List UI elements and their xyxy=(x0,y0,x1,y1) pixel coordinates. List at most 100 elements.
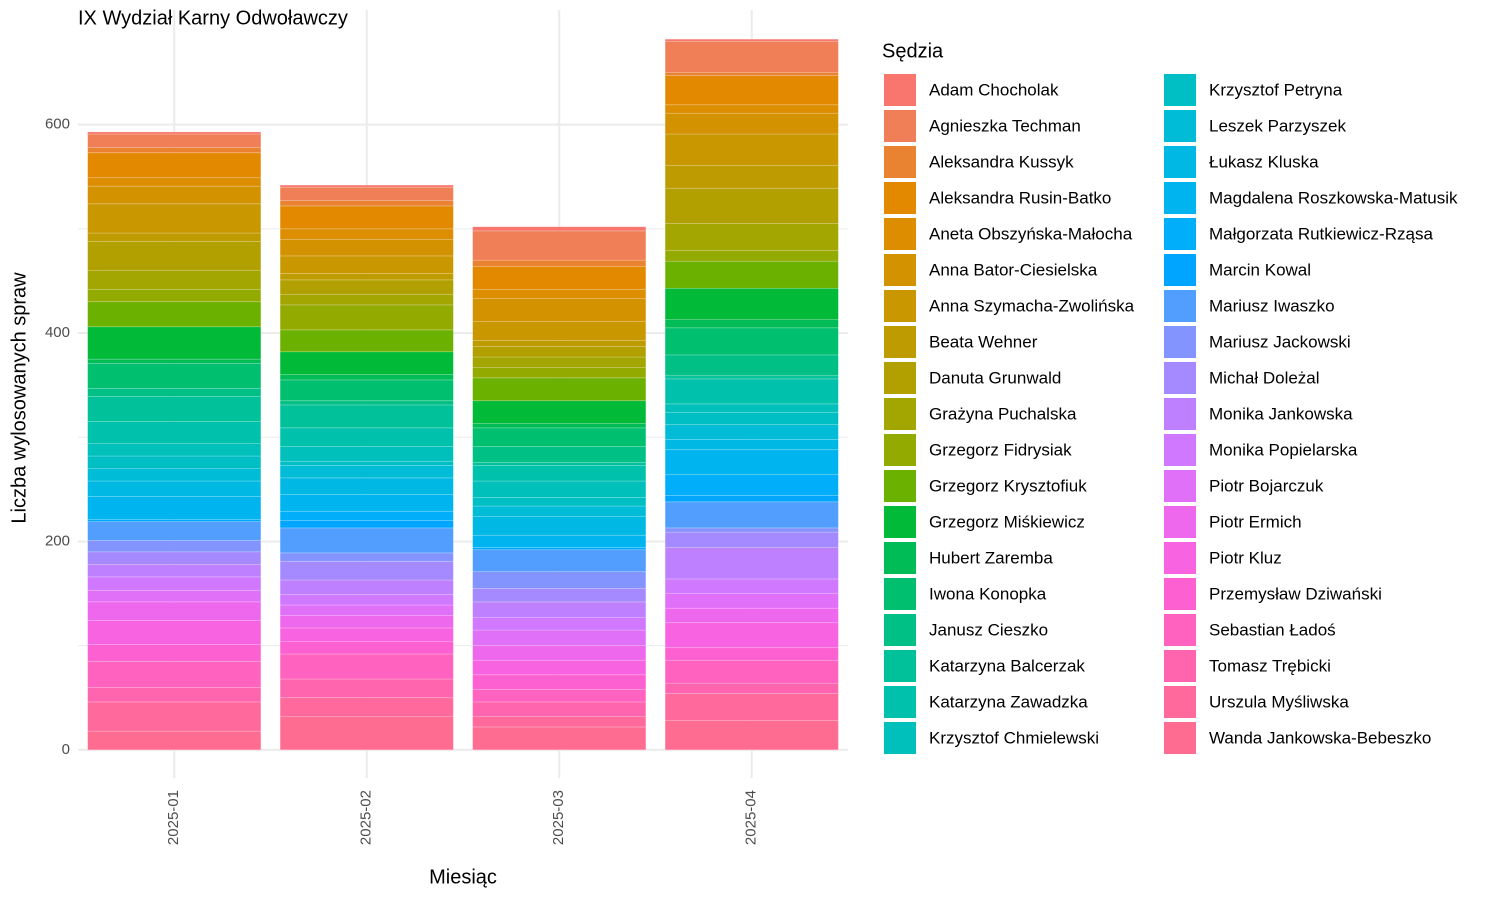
legend-label: Magdalena Roszkowska-Matusik xyxy=(1209,188,1458,207)
bar-segment xyxy=(472,427,647,447)
axes: 0 200 400 600 2025-01 2025-02 2025-03 2025-04 xyxy=(45,116,760,845)
bar-segment xyxy=(87,730,262,751)
bar-segment xyxy=(472,461,647,466)
bar-segment xyxy=(472,588,647,603)
bar-segment xyxy=(664,287,839,320)
legend-label: Grzegorz Fidrysiak xyxy=(929,440,1072,459)
legend-label: Urszula Myśliwska xyxy=(1209,692,1349,711)
legend-label: Mariusz Iwaszko xyxy=(1209,296,1335,315)
bar-segment xyxy=(279,374,454,381)
legend-label: Krzysztof Chmielewski xyxy=(929,728,1099,747)
bar-segment xyxy=(279,228,454,240)
bar-segment xyxy=(87,687,262,703)
legend-label: Aneta Obszyńska-Małocha xyxy=(929,224,1133,243)
bar-segment xyxy=(279,379,454,402)
bar-segment xyxy=(87,601,262,621)
bar-segment xyxy=(87,521,262,541)
legend-key xyxy=(884,650,916,682)
bar-segment xyxy=(87,133,262,148)
bar-segment xyxy=(472,367,647,379)
legend-key xyxy=(884,182,916,214)
legend-key xyxy=(1164,542,1196,574)
bar-segment xyxy=(279,465,454,479)
bar-segment xyxy=(472,356,647,368)
bar-segment xyxy=(279,279,454,295)
legend-key xyxy=(1164,650,1196,682)
bar-segment xyxy=(279,186,454,201)
legend-key xyxy=(884,218,916,250)
bar-segment xyxy=(87,564,262,578)
legend-label: Danuta Grunwald xyxy=(929,368,1061,387)
bar-segment xyxy=(279,678,454,699)
bar-segment xyxy=(664,72,839,76)
bar-segment xyxy=(472,423,647,429)
bar-segment xyxy=(472,534,647,549)
legend-label: Marcin Kowal xyxy=(1209,260,1311,279)
legend-label: Grażyna Puchalska xyxy=(929,404,1077,423)
bar-segment xyxy=(472,346,647,358)
bar-segment xyxy=(472,645,647,661)
legend-label: Michał Doleżal xyxy=(1209,368,1320,387)
bar-segment xyxy=(279,653,454,680)
legend-label: Grzegorz Krysztofiuk xyxy=(929,476,1087,495)
bar-segment xyxy=(472,298,647,322)
bar-segment xyxy=(472,480,647,498)
bar-segment xyxy=(279,273,454,281)
bar-segment xyxy=(279,446,454,462)
legend-key xyxy=(1164,218,1196,250)
bar-segment xyxy=(87,362,262,389)
bar-segment xyxy=(664,38,839,42)
bar-segment xyxy=(87,147,262,154)
x-tick-label: 2025-02 xyxy=(358,790,375,845)
bar-segment xyxy=(87,660,262,688)
bar-segment xyxy=(664,354,839,377)
bar-segment xyxy=(279,579,454,595)
bar-segment xyxy=(664,693,839,721)
bar-segment xyxy=(279,427,454,447)
bar-segment xyxy=(279,477,454,495)
legend-key xyxy=(1164,722,1196,754)
bar-segment xyxy=(87,326,262,360)
bar-segment xyxy=(472,701,647,717)
legend-label: Beata Wehner xyxy=(929,332,1038,351)
legend-label: Anna Szymacha-Zwolińska xyxy=(929,296,1135,315)
bar-segment xyxy=(279,294,454,306)
bar-segment xyxy=(664,250,839,262)
legend-key xyxy=(1164,326,1196,358)
bar-segment xyxy=(472,230,647,261)
bar-segment xyxy=(472,400,647,424)
bar-segment xyxy=(87,468,262,482)
legend-label: Aleksandra Kussyk xyxy=(929,152,1074,171)
bar-segment xyxy=(472,377,647,402)
legend-key xyxy=(884,362,916,394)
legend-key xyxy=(1164,686,1196,718)
legend-label: Agnieszka Techman xyxy=(929,116,1081,135)
legend-key xyxy=(1164,146,1196,178)
bar-segment xyxy=(87,576,262,591)
bar-segment xyxy=(279,200,454,207)
bar-segment xyxy=(87,551,262,565)
legend-key xyxy=(1164,182,1196,214)
legend-key xyxy=(884,542,916,574)
legend-key xyxy=(884,614,916,646)
bar-segment xyxy=(664,223,839,252)
legend-label: Adam Chocholak xyxy=(929,80,1059,99)
bar-segment xyxy=(279,520,454,529)
bar-segment xyxy=(472,497,647,507)
bar-segment xyxy=(664,378,839,405)
legend: Adam Chocholak Agnieszka Techman Aleksandr… xyxy=(884,74,1458,754)
legend-key xyxy=(884,74,916,106)
bar-segment xyxy=(279,594,454,606)
y-tick-label: 600 xyxy=(45,116,70,133)
x-axis-title: Miesiąc xyxy=(429,866,497,888)
legend-label: Leszek Parzyszek xyxy=(1209,116,1346,135)
legend-key xyxy=(1164,74,1196,106)
x-tick-label: 2025-04 xyxy=(743,790,760,845)
bar-segment xyxy=(664,164,839,189)
bar-segment xyxy=(664,75,839,106)
bar-segment xyxy=(87,620,262,645)
bar-segment xyxy=(664,319,839,329)
bar-segment xyxy=(87,270,262,290)
bar-segment xyxy=(664,187,839,224)
legend-key xyxy=(884,326,916,358)
